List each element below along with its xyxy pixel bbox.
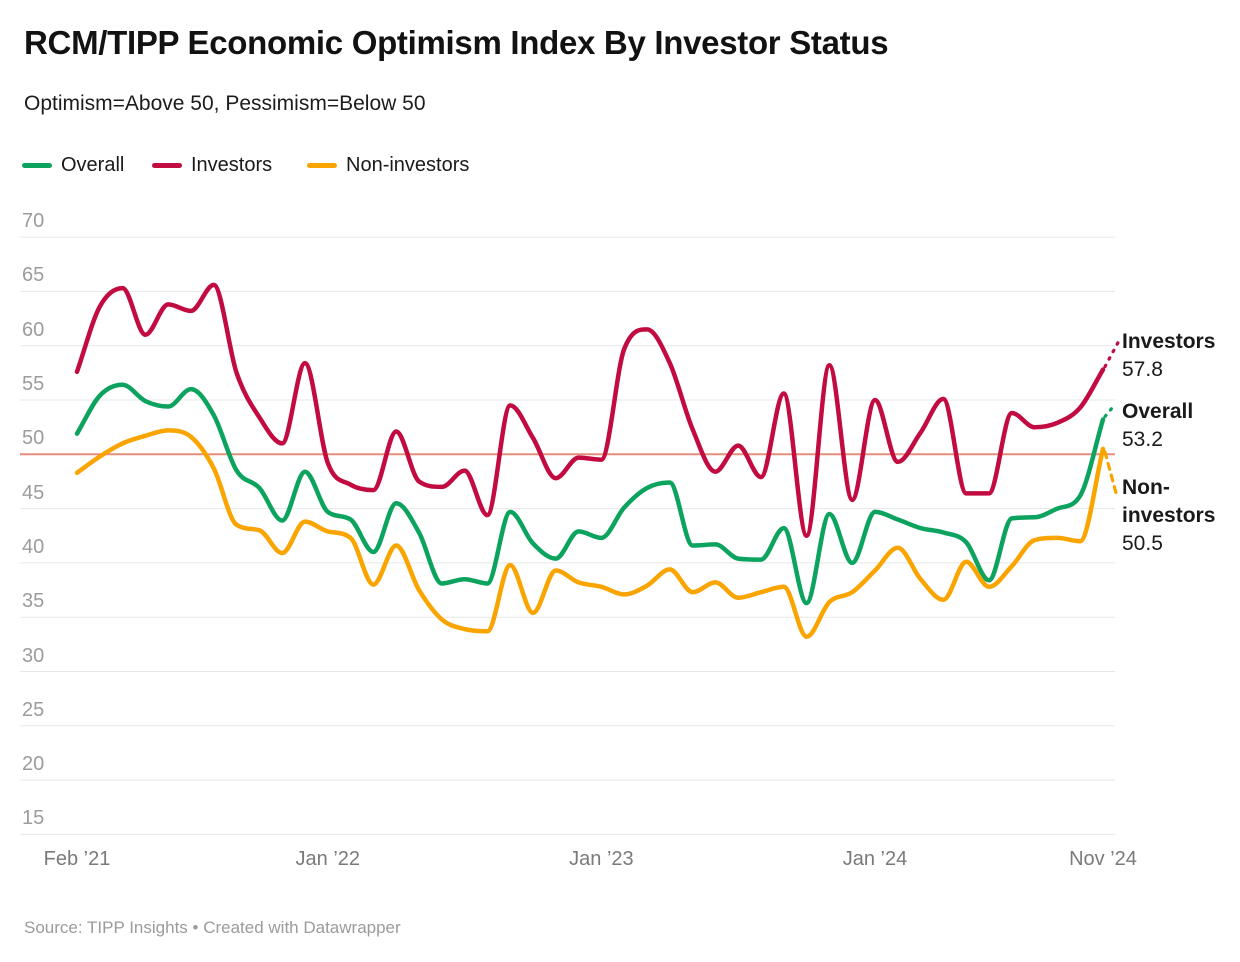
x-axis-label-3: Jan ’24 [842, 848, 908, 870]
end-label-value: 53.2 [1122, 428, 1163, 451]
series-line-investors[interactable] [74, 282, 1106, 539]
series-line-overall[interactable] [74, 382, 1106, 606]
end-label-investors: Investors 57.8 [1122, 328, 1230, 384]
leader-line-non-investors [1103, 450, 1118, 495]
legend-item-overall: Overall [22, 152, 124, 178]
y-axis-label-40: 40 [22, 535, 45, 558]
chart-title: RCM/TIPP Economic Optimism Index By Inve… [24, 24, 889, 61]
leader-line-overall [1103, 402, 1117, 419]
y-axis-label-70: 70 [22, 210, 45, 233]
legend-item-non-investors: Non-investors [307, 152, 469, 178]
y-axis-label-20: 20 [22, 753, 45, 776]
x-axis-label-2: Jan ’23 [569, 848, 634, 870]
y-axis-label-65: 65 [22, 264, 45, 287]
y-axis-label-35: 35 [22, 590, 45, 613]
y-axis-label-45: 45 [22, 481, 45, 504]
y-axis-label-55: 55 [22, 373, 45, 395]
end-label-series-name: Overall [1122, 400, 1194, 423]
y-axis-label-50: 50 [22, 427, 45, 450]
y-axis-label-30: 30 [22, 644, 45, 667]
legend: Overall Investors Non-investors [0, 152, 1240, 178]
end-label-series-name: Investors [1122, 330, 1216, 353]
legend-label: Overall [61, 153, 125, 176]
source-line: Source: TIPP Insights • Created with Dat… [24, 918, 401, 937]
series-line-non-investors[interactable] [74, 428, 1106, 639]
x-axis-label-1: Jan ’22 [295, 848, 361, 870]
y-axis-label-60: 60 [22, 318, 45, 341]
legend-label: Non-investors [346, 153, 470, 176]
x-axis-label-4: Nov ’24 [1069, 848, 1137, 870]
end-label-non-investors: Non-investors 50.5 [1122, 474, 1230, 558]
end-label-series-name: Non-investors [1122, 476, 1216, 527]
legend-swatch-overall-icon [22, 162, 52, 168]
x-axis-label-0: Feb ’21 [43, 848, 111, 870]
legend-swatch-investors-icon [152, 162, 182, 168]
chart-subtitle: Optimism=Above 50, Pessimism=Below 50 [24, 92, 426, 115]
legend-label: Investors [191, 153, 273, 176]
y-axis-label-25: 25 [22, 698, 45, 721]
y-axis-label-15: 15 [22, 807, 45, 830]
legend-swatch-non-investors-icon [307, 162, 337, 168]
legend-item-investors: Investors [152, 152, 272, 178]
end-label-value: 50.5 [1122, 532, 1163, 555]
end-label-value: 57.8 [1122, 358, 1163, 381]
end-label-overall: Overall 53.2 [1122, 398, 1230, 454]
